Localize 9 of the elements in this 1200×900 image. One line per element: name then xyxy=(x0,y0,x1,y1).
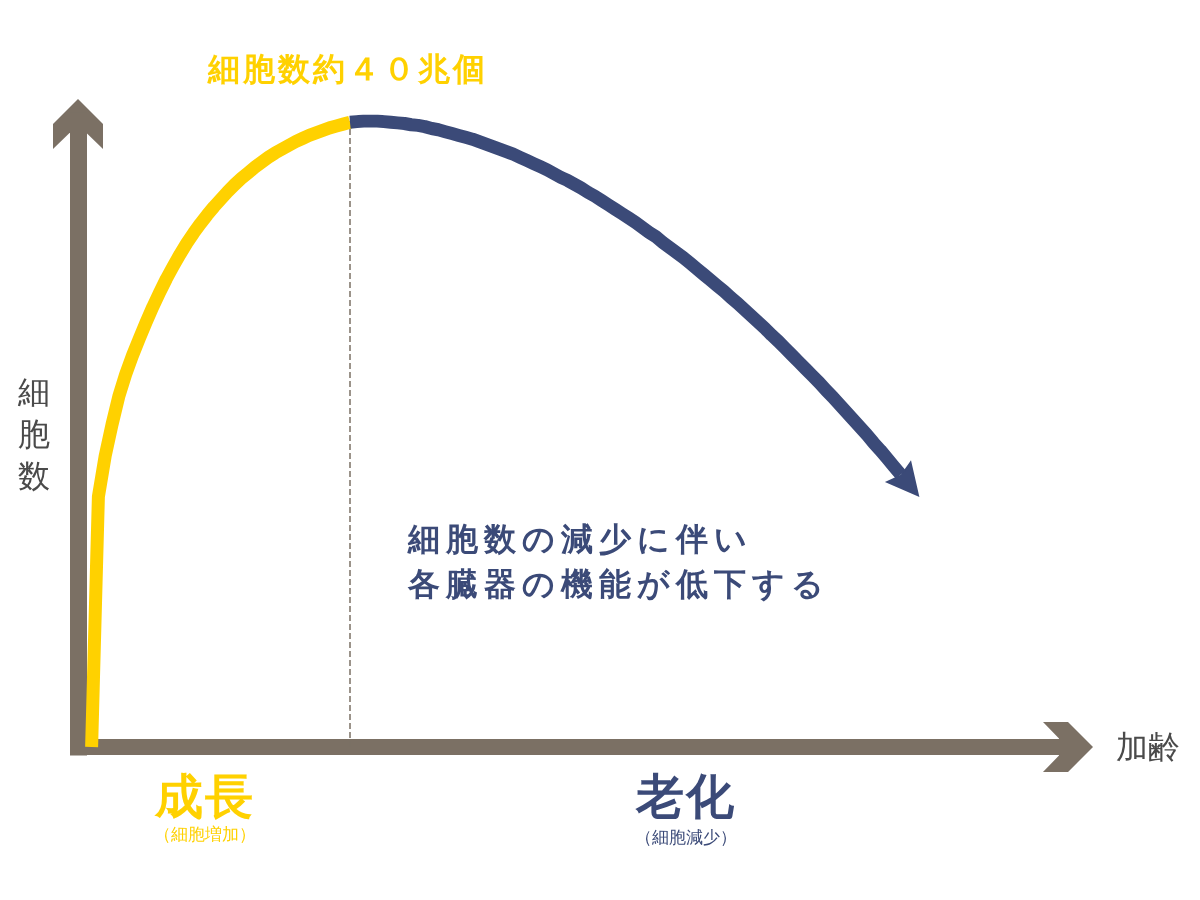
y-axis-title: 細胞数 xyxy=(17,373,50,495)
x-axis-title: 加齢 xyxy=(1116,728,1180,766)
text: 老化 xyxy=(636,768,736,825)
annotation: 各臓器の機能が低下する xyxy=(408,564,830,603)
annotation: 細胞数の減少に伴い xyxy=(408,519,753,558)
text: 成長 xyxy=(155,768,255,825)
text: （細胞減少） xyxy=(635,827,737,848)
text: 細胞数約４０兆個 xyxy=(208,49,488,88)
text: （細胞増加） xyxy=(154,824,256,845)
